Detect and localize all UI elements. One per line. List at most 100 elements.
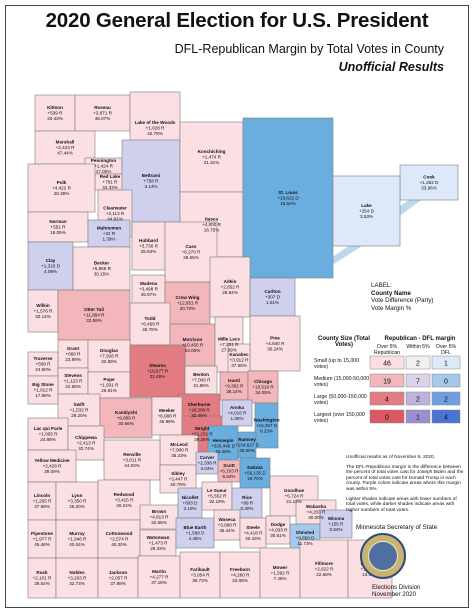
county-brown-diff: +4,813 R	[150, 514, 169, 519]
county-sibley-name: Sibley	[171, 471, 185, 476]
county-benton-pct: 31.88%	[193, 383, 209, 388]
county-nicollet-diff: +603 D	[183, 500, 199, 505]
key-count-r3-c2: 4	[444, 415, 448, 422]
county-carver-pct: 3.04%	[200, 466, 213, 471]
county-wabasha-diff: +4,203 R	[307, 509, 326, 514]
county-mille-lacs-diff: +7,331 R	[220, 342, 239, 347]
county-jackson-name: Jackson	[109, 570, 128, 575]
key-row-largest: Largest (over 150,000 votes)	[314, 412, 365, 424]
county-steele-name: Steele	[246, 525, 260, 530]
county-meeker-diff: +6,988 R	[158, 413, 177, 418]
county-nobles-pct: 32.73%	[69, 581, 85, 586]
county-morrison-diff: +10,450 R	[182, 342, 204, 347]
county-stevens-diff: +1,123 R	[64, 378, 83, 383]
county-pine	[249, 315, 301, 372]
county-pennington-name: Pennington	[91, 158, 116, 163]
county-fillmore-pct: 22.58%	[316, 572, 332, 577]
legend-line-diff: Vote Difference (Party)	[371, 297, 434, 305]
county-lake	[332, 175, 401, 247]
county-aitkin-name: Aitkin	[224, 279, 237, 284]
county-todd	[129, 302, 171, 346]
key-count-r0-c0: 46	[383, 361, 391, 368]
county-dakota	[239, 457, 271, 489]
county-renville-name: Renville	[123, 452, 141, 457]
county-wadena-diff: +3,498 R	[139, 286, 158, 291]
county-kittson-diff: +539 R	[48, 110, 64, 115]
county-lac-qui-parle-name: Lac qui Parle	[34, 426, 63, 431]
county-kandiyohi-name: Kandiyohi	[115, 410, 137, 415]
county-polk-name: Polk	[57, 180, 67, 185]
county-cook-pct: 33.96%	[421, 185, 437, 190]
county-grant-pct: 23.99%	[65, 357, 81, 362]
county-chisago-pct: 34.05%	[255, 390, 271, 395]
agency-name: Minnesota Secretary of State	[356, 524, 438, 531]
county-stevens	[57, 367, 89, 395]
county-rock-pct: 39.54%	[34, 581, 50, 586]
county-nobles	[55, 557, 99, 599]
county-waseca-diff: +3,998 R	[218, 522, 237, 527]
county-steele	[239, 517, 267, 549]
county-isanti-pct: 38.14%	[226, 389, 242, 394]
county-cottonwood-name: Cottonwood	[106, 531, 133, 536]
county-beltrami-diff: +758 R	[144, 178, 160, 183]
county-kanabec-pct: 37.66%	[231, 363, 247, 368]
key-cell-r1-c2	[431, 373, 461, 388]
county-rice-pct: 0.30%	[240, 506, 253, 511]
county-fillmore	[299, 539, 349, 599]
county-cottonwood-diff: +2,574 R	[110, 536, 129, 541]
county-carlton-pct: 1.51%	[266, 300, 279, 305]
county-chippewa-pct: 32.74%	[78, 446, 94, 451]
county-cass	[164, 221, 218, 283]
county-lyon-pct: 26.20%	[69, 504, 85, 509]
county-kandiyohi	[99, 397, 153, 439]
county-jackson-diff: +2,057 R	[109, 575, 128, 580]
county-lake-name: Lake	[361, 203, 372, 208]
county-carver-diff: +2,338 R	[198, 460, 217, 465]
county-swift-pct: 29.25%	[71, 413, 87, 418]
county-lake-pct: 3.53%	[360, 214, 373, 219]
county-red-lake-pct: 34.33%	[102, 185, 118, 190]
county-carlton	[249, 277, 296, 317]
county-koochiching-name: Koochiching	[198, 149, 226, 154]
county-carver-name: Carver	[200, 455, 215, 460]
key-cell-r3-c2	[431, 409, 461, 424]
county-rock-name: Rock	[36, 570, 48, 575]
county-nicollet-name: Nicollet	[182, 495, 199, 500]
county-le-sueur-name: Le Sueur	[207, 488, 227, 493]
county-itasca-pct: 16.75%	[204, 227, 220, 232]
county-rice-name: Rice	[242, 495, 252, 500]
county-anoka	[221, 399, 253, 427]
county-mcleod-name: McLeod	[170, 442, 188, 447]
county-kittson-name: Kittson	[47, 105, 63, 110]
county-olmsted-diff: +9,850 D	[296, 535, 315, 540]
page-title: 2020 General Election for U.S. President	[45, 9, 429, 32]
county-anoka-diff: +4,016 R	[228, 410, 247, 415]
county-pope-name: Pope	[103, 377, 115, 382]
county-beltrami-pct: 3.14%	[144, 184, 157, 189]
county-koochiching-pct: 21.31%	[204, 160, 220, 165]
county-norman	[27, 211, 89, 243]
county-cass-name: Cass	[186, 244, 197, 249]
county-pine-pct: 30.24%	[267, 346, 283, 351]
county-grant	[57, 339, 89, 369]
county-lincoln	[27, 481, 57, 521]
county-martin-pct: 37.18%	[151, 580, 167, 585]
county-faribault-pct: 35.73%	[192, 578, 208, 583]
county-isanti	[219, 371, 249, 401]
county-big-stone-diff: +1,012 R	[34, 387, 53, 392]
county-cook	[399, 164, 459, 201]
county-winona	[319, 509, 353, 539]
county-marshall-name: Marshall	[56, 140, 75, 145]
county-nobles-diff: +3,263 R	[68, 575, 87, 580]
county-steele-pct: 20.43%	[245, 536, 261, 541]
county-rock-diff: +2,101 R	[33, 575, 52, 580]
county-sibley-diff: +3,447 R	[169, 476, 188, 481]
county-pine-name: Pine	[270, 336, 280, 341]
county-wadena-pct: 45.57%	[141, 292, 157, 297]
county-pine-diff: +4,840 R	[266, 341, 285, 346]
county-mower-name: Mower	[273, 565, 288, 570]
county-cass-diff: +6,270 R	[182, 249, 201, 254]
county-hubbard-pct: 28.84%	[141, 249, 157, 254]
county-itasca-name: Itasca	[205, 217, 218, 222]
